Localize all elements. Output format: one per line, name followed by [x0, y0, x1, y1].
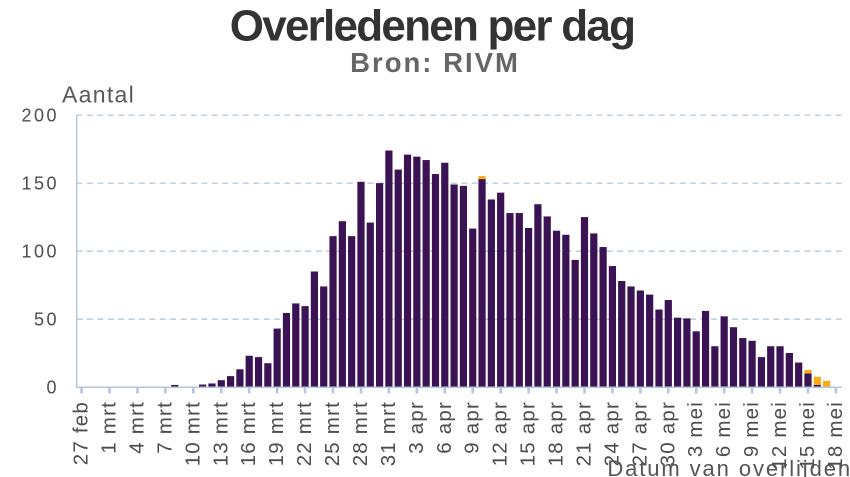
- svg-text:50: 50: [34, 309, 59, 329]
- svg-text:3 apr: 3 apr: [405, 401, 428, 454]
- svg-text:27 apr: 27 apr: [628, 401, 651, 466]
- svg-text:3 mei: 3 mei: [684, 401, 707, 457]
- svg-text:12 apr: 12 apr: [489, 401, 512, 466]
- svg-text:18 apr: 18 apr: [545, 401, 568, 466]
- svg-text:30 apr: 30 apr: [656, 401, 679, 466]
- svg-text:200: 200: [21, 106, 59, 126]
- svg-text:1 mrt: 1 mrt: [98, 401, 121, 454]
- svg-text:19 mrt: 19 mrt: [265, 401, 288, 466]
- svg-text:12 mei: 12 mei: [768, 401, 791, 470]
- svg-text:Aantal: Aantal: [62, 82, 135, 108]
- svg-text:15 apr: 15 apr: [517, 401, 540, 466]
- svg-text:10 mrt: 10 mrt: [181, 401, 204, 466]
- svg-text:16 mrt: 16 mrt: [237, 401, 260, 466]
- svg-text:21 apr: 21 apr: [573, 401, 596, 466]
- svg-text:13 mrt: 13 mrt: [209, 401, 232, 466]
- svg-text:Bron: RIVM: Bron: RIVM: [350, 47, 520, 78]
- svg-text:6 mei: 6 mei: [712, 401, 735, 457]
- svg-text:18 mei: 18 mei: [824, 401, 847, 470]
- svg-text:150: 150: [21, 174, 59, 194]
- svg-text:28 mrt: 28 mrt: [349, 401, 372, 466]
- svg-text:7 mrt: 7 mrt: [153, 401, 176, 454]
- svg-text:9 apr: 9 apr: [461, 401, 484, 454]
- svg-text:31 mrt: 31 mrt: [377, 401, 400, 466]
- svg-text:4 mrt: 4 mrt: [126, 401, 149, 454]
- svg-text:0: 0: [46, 377, 59, 397]
- svg-text:24 apr: 24 apr: [600, 401, 623, 466]
- svg-text:6 apr: 6 apr: [433, 401, 456, 454]
- svg-text:Overledenen per dag: Overledenen per dag: [230, 2, 634, 51]
- svg-text:15 mei: 15 mei: [796, 401, 819, 470]
- svg-text:22 mrt: 22 mrt: [293, 401, 316, 466]
- svg-text:Datum van overlijden: Datum van overlijden: [607, 456, 850, 477]
- svg-text:100: 100: [21, 241, 59, 261]
- svg-text:25 mrt: 25 mrt: [321, 401, 344, 466]
- svg-text:27 feb: 27 feb: [70, 401, 93, 465]
- svg-text:9 mei: 9 mei: [740, 401, 763, 457]
